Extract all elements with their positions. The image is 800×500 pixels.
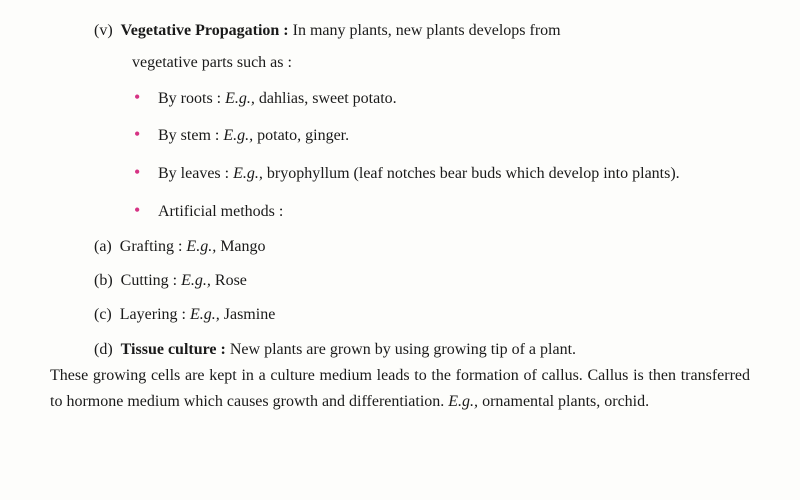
method-c-marker: (c) [94,306,112,323]
bullet-leaves-pre: By leaves : [158,165,233,182]
method-a-pre: Grafting : [120,238,187,255]
bullet-stem: •By stem : E.g., potato, ginger. [94,120,750,150]
bullet-leaves: •By leaves : E.g., bryophyllum (leaf not… [94,158,750,188]
bullet-leaves-eg: E.g., [233,165,263,182]
method-grafting: (a) Grafting : E.g., Mango [94,234,750,260]
bullet-stem-post: potato, ginger. [253,127,349,144]
bullet-artificial-text: Artificial methods : [158,203,283,220]
bullet-icon: • [134,120,158,150]
method-tissue-culture: (d) Tissue culture : New plants are grow… [50,337,750,416]
method-d-marker: (d) [94,341,113,358]
method-d-heading: Tissue culture : [121,341,226,358]
method-c-pre: Layering : [120,306,190,323]
bullet-artificial: •Artificial methods : [94,196,750,226]
method-b-post: Rose [211,272,247,289]
bullet-leaves-post: bryophyllum (leaf notches bear buds whic… [263,165,680,182]
vp-marker: (v) [94,22,113,39]
method-cutting: (b) Cutting : E.g., Rose [94,268,750,294]
bullet-icon: • [134,158,158,188]
vp-heading: Vegetative Propagation : [121,22,289,39]
vp-intro-2: vegetative parts such as : [94,50,750,76]
method-d-line1: New plants are grown by using growing ti… [226,341,576,358]
method-d-rest-b: ornamental plants, orchid. [478,393,649,410]
vp-heading-row: (v) Vegetative Propagation : In many pla… [126,18,750,44]
bullet-roots-pre: By roots : [158,90,225,107]
bullet-icon: • [134,83,158,113]
vegetative-propagation-section: (v) Vegetative Propagation : In many pla… [50,18,750,329]
bullet-stem-pre: By stem : [158,127,223,144]
method-c-eg: E.g., [190,306,220,323]
bullet-roots-eg: E.g., [225,90,255,107]
method-layering: (c) Layering : E.g., Jasmine [94,302,750,328]
bullet-icon: • [134,196,158,226]
bullet-roots: •By roots : E.g., dahlias, sweet potato. [94,83,750,113]
method-d-eg: E.g., [448,393,478,410]
method-b-marker: (b) [94,272,113,289]
bullet-stem-eg: E.g., [223,127,253,144]
vp-intro-1: In many plants, new plants develops from [293,22,561,39]
method-c-post: Jasmine [220,306,276,323]
method-a-marker: (a) [94,238,112,255]
method-a-eg: E.g., [186,238,216,255]
method-a-post: Mango [216,238,265,255]
method-b-pre: Cutting : [121,272,181,289]
method-b-eg: E.g., [181,272,211,289]
bullet-roots-post: dahlias, sweet potato. [255,90,397,107]
